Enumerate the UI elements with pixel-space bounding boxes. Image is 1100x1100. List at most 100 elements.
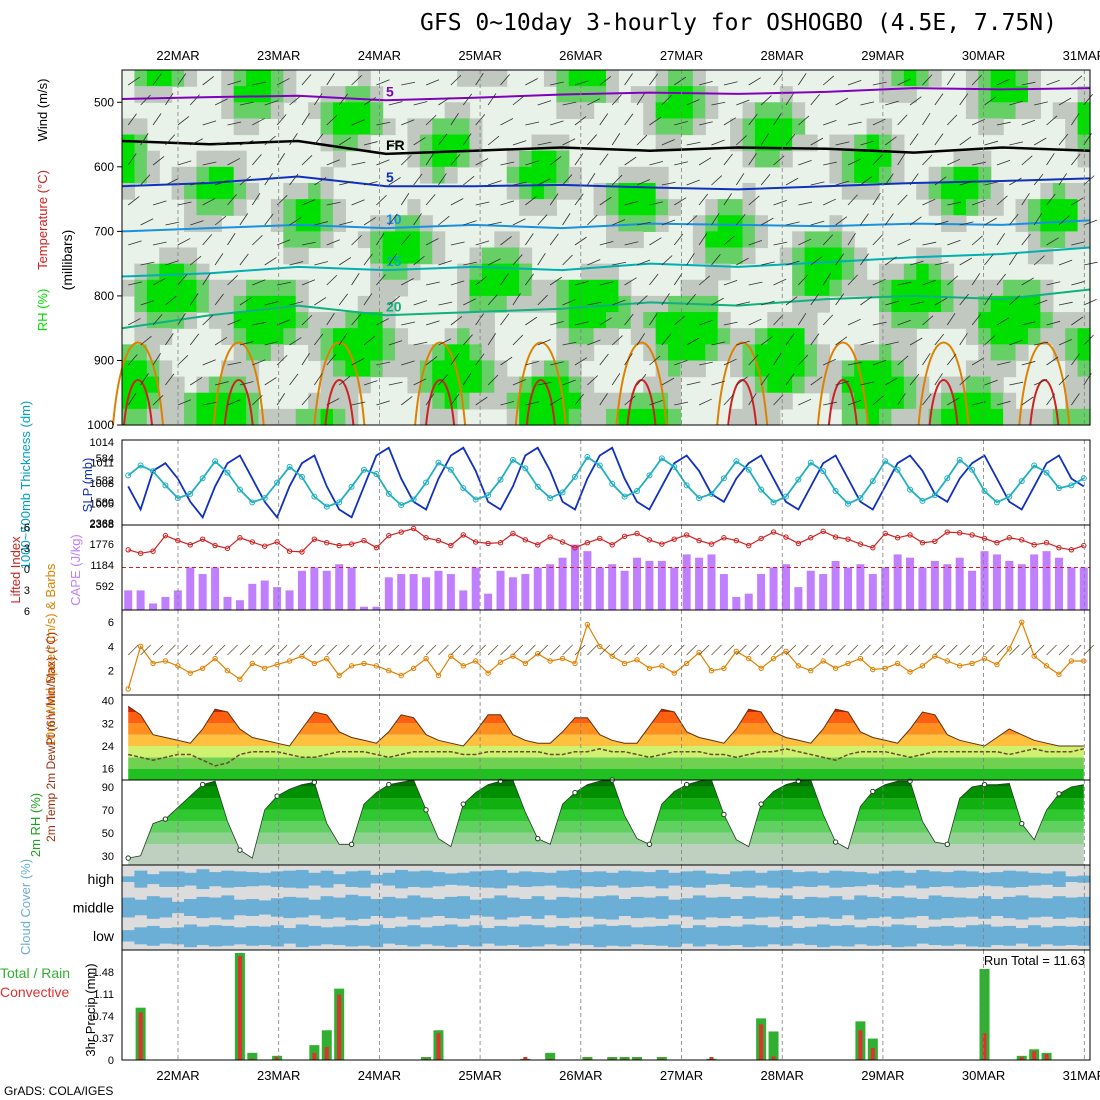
wind-barb	[214, 293, 224, 306]
rh-cell	[692, 344, 706, 362]
wind-barb	[748, 354, 759, 366]
wind-barb	[884, 173, 894, 186]
isotherm-25	[112, 341, 164, 426]
rh-band	[128, 798, 1084, 810]
wind-barb	[351, 358, 365, 366]
rh-cell	[692, 102, 706, 120]
rh-cell	[581, 279, 595, 297]
wind-barb	[401, 278, 414, 286]
wind-barb	[735, 173, 745, 186]
wind-barb	[202, 76, 215, 86]
cloud-bar-high	[122, 876, 135, 882]
cloud-bar-high	[457, 872, 470, 886]
cloud-bar-high	[543, 872, 557, 886]
wind-point	[708, 668, 715, 674]
wind-barb	[128, 281, 142, 286]
rh-cell	[208, 182, 222, 200]
wind-point	[783, 648, 789, 654]
wind-barb	[189, 333, 200, 346]
rh-cell	[879, 392, 893, 410]
rh-cell	[742, 215, 756, 232]
surface-barb	[649, 644, 660, 656]
rh-cell	[221, 279, 235, 297]
wind-barb	[624, 241, 639, 246]
cloud-bar-low	[680, 928, 694, 944]
surface-barb	[1033, 644, 1045, 656]
thickness-point	[174, 495, 181, 502]
wind-barb	[897, 355, 909, 366]
surface-barb	[314, 644, 325, 656]
wind-barb	[251, 193, 261, 206]
cloud-bar-high	[208, 872, 222, 887]
rh-cell	[866, 118, 880, 136]
wind-barb	[723, 117, 737, 126]
lifted-point	[286, 548, 293, 554]
rh-point	[348, 841, 355, 848]
rh-cell	[792, 118, 806, 136]
wind-barb	[773, 353, 782, 366]
wind-barb	[127, 393, 137, 406]
rh-cell	[432, 150, 446, 168]
rh-cell	[916, 182, 930, 200]
surface-barb	[1083, 644, 1095, 656]
rh-cell	[332, 150, 346, 168]
rh-cell	[879, 134, 893, 152]
rh-cell	[196, 263, 210, 281]
rh-cell	[742, 150, 756, 168]
rh-cell	[941, 182, 955, 200]
rh-cell	[196, 279, 210, 297]
wind-barb	[872, 395, 884, 406]
rh-cell	[581, 70, 595, 87]
rh-cell	[159, 328, 173, 345]
wind-point	[1068, 658, 1075, 664]
wind-barb	[847, 274, 858, 286]
wind-barb	[698, 361, 713, 366]
thickness-point	[993, 499, 1000, 506]
wind-barb	[636, 93, 645, 106]
rh-cell	[146, 408, 160, 426]
rh-cell	[221, 70, 235, 87]
rh-cell	[357, 231, 371, 249]
rh-cell	[742, 182, 756, 200]
wind-barb	[252, 321, 267, 326]
wind-barb	[1021, 321, 1036, 326]
wind-barb	[885, 300, 899, 306]
precip-conv-bar	[312, 1052, 317, 1060]
precip-total-bar	[309, 1045, 320, 1060]
wind-barb	[946, 313, 956, 326]
rh-cell	[568, 328, 582, 345]
thickness-point	[150, 468, 157, 475]
rh-cell	[134, 295, 148, 313]
cloud-bar-low	[494, 925, 508, 946]
wind-barb	[860, 140, 874, 146]
rh-cell	[1065, 182, 1079, 200]
cloud-bar-low	[854, 927, 868, 945]
rh-cell	[246, 279, 260, 297]
lifted-point	[870, 544, 876, 551]
cape-bar	[682, 554, 691, 610]
wind-barb	[673, 315, 686, 326]
cape-bar	[1054, 557, 1063, 610]
rh-cell	[233, 150, 247, 168]
rh-cell	[444, 150, 458, 168]
cloud-bar-high	[556, 870, 570, 888]
wind-barb	[264, 301, 279, 306]
rh-cell	[680, 279, 694, 297]
cloud-bar-middle	[1027, 897, 1041, 918]
wind-barb	[525, 316, 538, 326]
wind-barb	[686, 141, 701, 146]
rh-cell	[891, 392, 905, 410]
cloud-bar-middle	[308, 899, 322, 916]
precip-conv-bar	[1032, 1051, 1037, 1060]
cape-bar	[397, 574, 406, 610]
wind-barb	[128, 318, 141, 326]
wind-barb	[1033, 255, 1045, 266]
wind-barb	[252, 279, 266, 286]
rh-cell	[804, 312, 818, 329]
lifted-point	[758, 535, 764, 542]
wind-barb	[1034, 341, 1048, 346]
precip-conv-bar	[759, 1024, 764, 1060]
wind-point	[994, 661, 1000, 668]
series-slp-line	[127, 446, 1085, 520]
wind-barb	[127, 113, 137, 126]
